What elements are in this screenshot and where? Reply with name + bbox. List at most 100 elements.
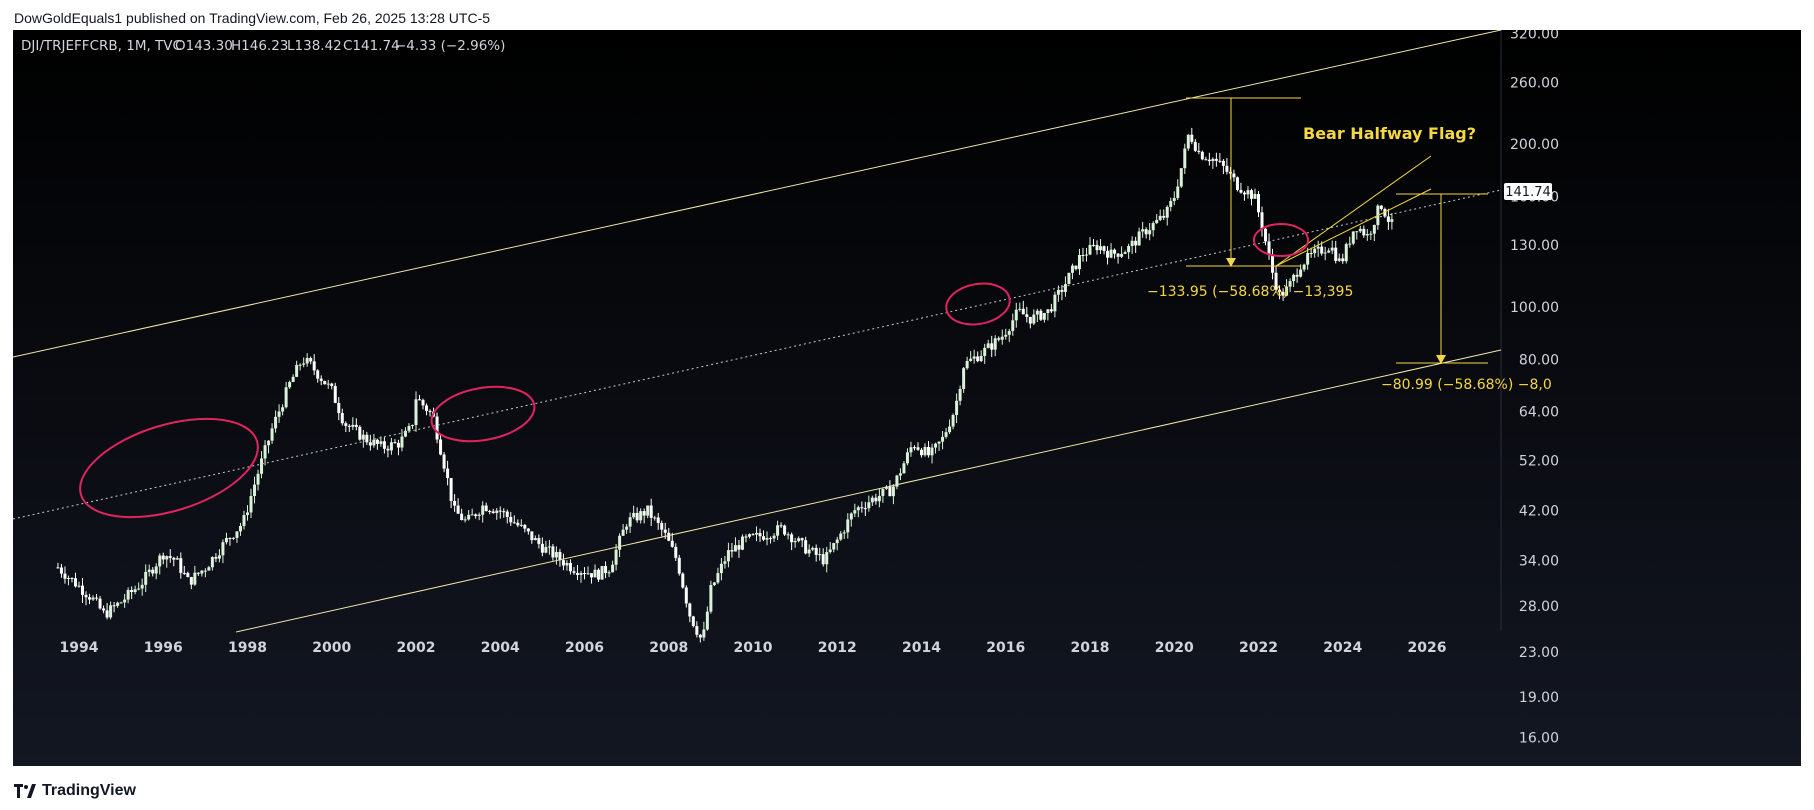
candle-body bbox=[435, 416, 439, 440]
candle-body bbox=[337, 402, 341, 414]
candle-body bbox=[1049, 309, 1053, 312]
candle-body bbox=[1218, 160, 1222, 162]
candle-body bbox=[1292, 274, 1296, 282]
candle-body bbox=[702, 629, 706, 638]
candle-body bbox=[1386, 216, 1390, 222]
candle-body bbox=[1172, 197, 1176, 201]
ellipse-2015 bbox=[945, 282, 1011, 326]
candle-body bbox=[154, 566, 158, 574]
candle-body bbox=[1070, 265, 1074, 273]
candle-body bbox=[604, 566, 608, 574]
price-tick-label: 260.00 bbox=[1510, 75, 1559, 91]
candle-body bbox=[1274, 272, 1278, 290]
candle-body bbox=[151, 569, 155, 574]
candle-body bbox=[755, 532, 759, 535]
candle-body bbox=[270, 428, 274, 441]
candle-body bbox=[937, 441, 941, 444]
candle-body bbox=[853, 510, 857, 514]
candle-body bbox=[421, 399, 425, 406]
candle-body bbox=[1123, 252, 1127, 254]
candle-body bbox=[575, 572, 579, 575]
candle-body bbox=[196, 572, 200, 574]
candle-body bbox=[1165, 206, 1169, 218]
low-value: L138.42 bbox=[287, 38, 342, 54]
candle-body bbox=[1095, 245, 1099, 251]
candle-body bbox=[439, 439, 443, 455]
candle-body bbox=[463, 519, 467, 521]
time-tick-label: 2002 bbox=[397, 640, 436, 656]
candle-body bbox=[965, 360, 969, 369]
candle-body bbox=[1116, 253, 1120, 257]
time-axis[interactable]: 1994 1996 1998 2000 2002 2004 2006 2008 2010 2012… bbox=[60, 640, 1447, 656]
candle-body bbox=[1249, 190, 1253, 199]
candle-body bbox=[1348, 243, 1352, 245]
candle-body bbox=[260, 458, 264, 474]
candle-body bbox=[1046, 309, 1050, 314]
ellipse-2022 bbox=[1253, 223, 1309, 257]
price-chart[interactable]: 320.00260.00200.00160.00130.00100.0080.0… bbox=[13, 30, 1801, 766]
candle-body bbox=[891, 486, 895, 497]
candle-body bbox=[1341, 258, 1345, 262]
candle-body bbox=[583, 572, 586, 575]
lower-channel-line bbox=[235, 349, 1502, 633]
candle-body bbox=[1127, 246, 1131, 253]
candle-body bbox=[983, 347, 987, 356]
candle-body bbox=[955, 400, 959, 416]
candle-body bbox=[403, 430, 407, 437]
candle-body bbox=[1032, 314, 1036, 324]
candle-body bbox=[217, 555, 221, 559]
measure-label-2: −80.99 (−58.68%) −8,0 bbox=[1381, 377, 1552, 393]
candle-body bbox=[414, 399, 418, 426]
candle-body bbox=[1327, 250, 1331, 253]
candle-body bbox=[253, 484, 257, 497]
candle-body bbox=[1313, 248, 1317, 254]
candle-body bbox=[1334, 247, 1338, 261]
candle-body bbox=[477, 514, 481, 516]
candle-body bbox=[691, 616, 695, 627]
candle-body bbox=[740, 536, 744, 550]
candle-body bbox=[1228, 171, 1232, 174]
candle-body bbox=[116, 602, 120, 606]
candle-body bbox=[677, 557, 681, 574]
candle-body bbox=[934, 443, 938, 448]
candle-body bbox=[1239, 189, 1243, 193]
candle-body bbox=[1232, 173, 1236, 178]
candle-body bbox=[751, 534, 755, 536]
candle-body bbox=[467, 514, 471, 520]
candle-body bbox=[137, 588, 141, 590]
candle-body bbox=[1109, 249, 1113, 258]
chart-background bbox=[13, 30, 1801, 766]
tradingview-logo-icon bbox=[14, 784, 36, 798]
candle-body bbox=[1372, 225, 1376, 234]
candle-body bbox=[1246, 190, 1250, 195]
candle-body bbox=[1035, 310, 1039, 315]
candle-body bbox=[628, 517, 632, 527]
time-tick-label: 2004 bbox=[481, 640, 520, 656]
candle-body bbox=[147, 569, 151, 572]
candle-body bbox=[316, 370, 320, 379]
candle-body bbox=[948, 426, 952, 433]
candle-body bbox=[533, 538, 537, 541]
candle-body bbox=[56, 567, 60, 569]
candle-body bbox=[821, 554, 825, 565]
candle-body bbox=[1056, 289, 1060, 295]
candle-body bbox=[1151, 223, 1155, 231]
candle-body bbox=[681, 573, 685, 588]
candle-body bbox=[733, 545, 737, 552]
candle-body bbox=[1007, 331, 1011, 335]
open-value: O143.30 bbox=[175, 38, 233, 54]
candle-body bbox=[551, 546, 555, 558]
candle-body bbox=[161, 555, 165, 560]
candle-body bbox=[1320, 246, 1324, 254]
candle-body bbox=[1369, 233, 1373, 235]
candle-body bbox=[600, 566, 604, 580]
candle-body bbox=[119, 602, 123, 604]
candle-body bbox=[133, 589, 137, 593]
candle-body bbox=[319, 378, 323, 381]
brand-name[interactable]: TradingView bbox=[42, 782, 136, 799]
measure-label-1: −133.95 (−58.68%) −13,395 bbox=[1147, 284, 1353, 300]
time-tick-label: 2016 bbox=[986, 640, 1025, 656]
candle-body bbox=[453, 501, 457, 506]
ellipse-1995 bbox=[79, 417, 259, 519]
candle-body bbox=[877, 495, 881, 502]
